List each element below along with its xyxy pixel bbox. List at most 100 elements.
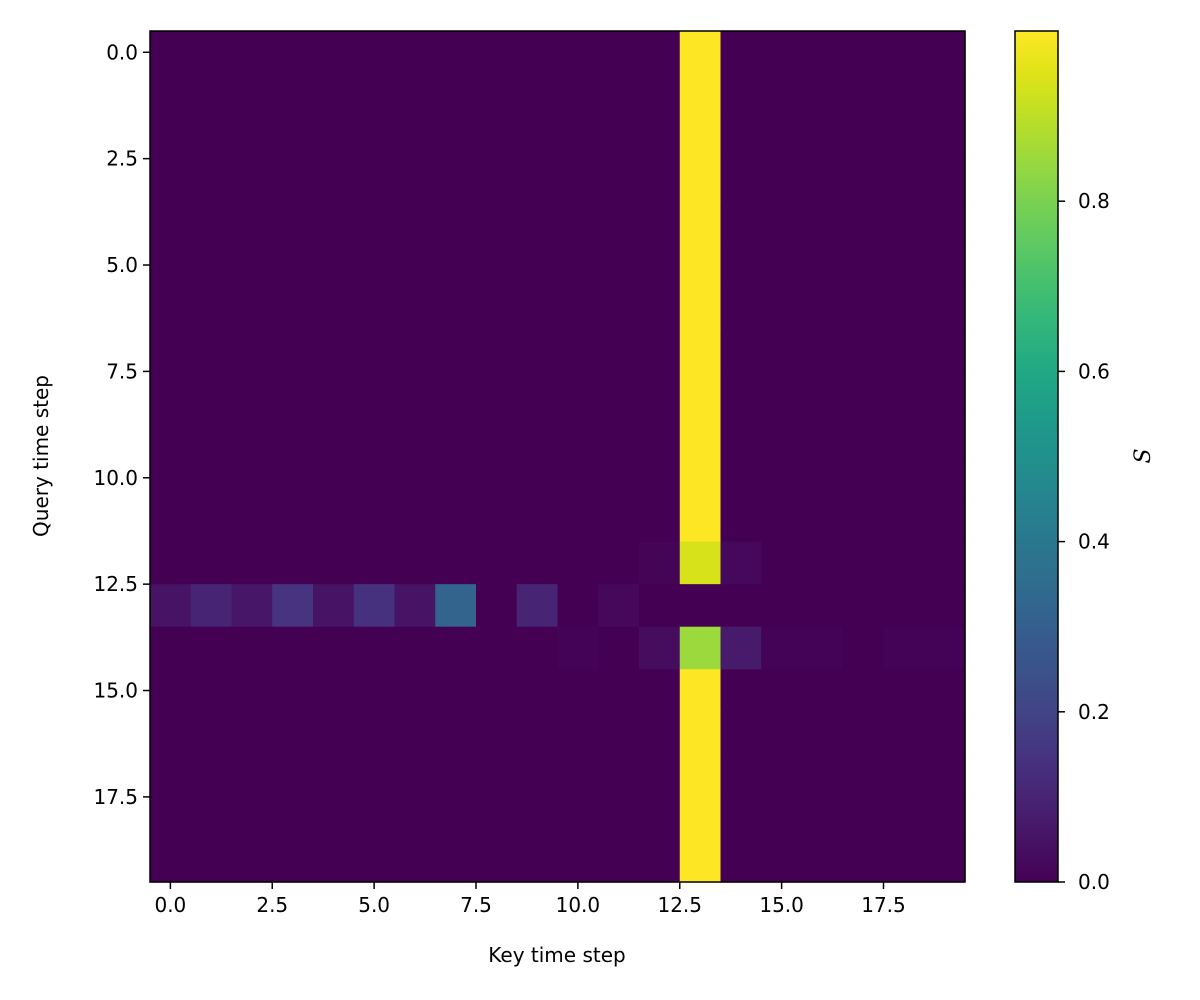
heatmap-cell: [150, 456, 192, 500]
heatmap-cell: [272, 839, 314, 883]
heatmap-cell: [476, 201, 518, 245]
heatmap-cell: [802, 243, 844, 287]
heatmap-cell: [842, 626, 885, 670]
heatmap-cell: [883, 371, 925, 415]
heatmap-cell: [231, 456, 273, 500]
heatmap-cell: [435, 669, 477, 713]
heatmap-cell: [313, 371, 355, 415]
heatmap-cell: [394, 413, 436, 458]
heatmap-cell: [639, 73, 681, 117]
heatmap-cell: [557, 541, 599, 585]
heatmap-cell: [394, 158, 436, 202]
heatmap-cell: [598, 116, 640, 160]
heatmap-cell: [679, 626, 722, 670]
heatmap-cell: [231, 796, 273, 841]
heatmap-cell: [516, 73, 559, 117]
heatmap-cell: [598, 796, 640, 841]
heatmap-cell: [924, 413, 966, 458]
heatmap-cell: [150, 371, 192, 415]
heatmap-cell: [924, 541, 966, 585]
x-tick-label: 17.5: [861, 893, 906, 917]
heatmap-cell: [924, 499, 966, 543]
heatmap-cell: [313, 116, 355, 160]
heatmap-cell: [190, 371, 233, 415]
heatmap-cell: [842, 796, 885, 841]
heatmap-cell: [272, 73, 314, 117]
heatmap-cell: [557, 371, 599, 415]
heatmap-cell: [557, 73, 599, 117]
heatmap-cell: [516, 499, 559, 543]
y-tick-label: 0.0: [106, 40, 138, 64]
heatmap-cell: [516, 158, 559, 202]
heatmap-cell: [842, 711, 885, 755]
heatmap-cell: [598, 456, 640, 500]
heatmap-cell: [679, 584, 722, 628]
heatmap-cell: [720, 541, 762, 585]
heatmap-cell: [598, 31, 640, 75]
heatmap-cell: [516, 371, 559, 415]
heatmap-cell: [720, 499, 762, 543]
heatmap-cell: [720, 456, 762, 500]
heatmap-cell: [679, 669, 722, 713]
heatmap-cell: [639, 456, 681, 500]
heatmap-cell: [720, 243, 762, 287]
x-axis-label: Key time step: [488, 943, 625, 967]
heatmap-cell: [720, 116, 762, 160]
heatmap-cell: [435, 243, 477, 287]
heatmap-cell: [924, 839, 966, 883]
heatmap-cell: [639, 31, 681, 75]
heatmap-cell: [883, 158, 925, 202]
heatmap-cell: [476, 413, 518, 458]
heatmap-cell: [272, 413, 314, 458]
colorbar-tick-label: 0.6: [1078, 359, 1110, 383]
x-tick-label: 10.0: [556, 893, 601, 917]
heatmap-cell: [720, 73, 762, 117]
heatmap-cell: [231, 839, 273, 883]
heatmap-cell: [394, 116, 436, 160]
heatmap-cell: [761, 31, 803, 75]
heatmap-cell: [842, 754, 885, 798]
heatmap-cell: [761, 243, 803, 287]
heatmap-cell: [272, 371, 314, 415]
heatmap-cell: [557, 31, 599, 75]
heatmap-cell: [842, 584, 885, 628]
heatmap-cell: [842, 413, 885, 458]
heatmap-cell: [231, 711, 273, 755]
heatmap-cell: [190, 796, 233, 841]
plot-frame: [149, 30, 966, 883]
heatmap-cell: [394, 286, 436, 330]
heatmap-cell: [802, 584, 844, 628]
heatmap-cell: [679, 116, 722, 160]
heatmap-cell: [842, 286, 885, 330]
heatmap-cell: [313, 584, 355, 628]
heatmap-cell: [313, 839, 355, 883]
heatmap-cell: [883, 31, 925, 75]
heatmap-cell: [476, 371, 518, 415]
heatmap-cell: [761, 456, 803, 500]
heatmap-cell: [842, 158, 885, 202]
y-axis-label: Query time step: [29, 375, 53, 537]
heatmap-cell: [190, 626, 233, 670]
heatmap-cell: [231, 201, 273, 245]
heatmap-cell: [394, 711, 436, 755]
heatmap-cell: [516, 328, 559, 372]
heatmap-cell: [435, 499, 477, 543]
heatmap-cell: [272, 626, 314, 670]
heatmap-cell: [231, 541, 273, 585]
heatmap-cell: [639, 839, 681, 883]
y-tick-label: 5.0: [106, 253, 138, 277]
heatmap-cell: [516, 584, 559, 628]
heatmap-cell: [598, 73, 640, 117]
heatmap-cell: [761, 158, 803, 202]
heatmap-cell: [313, 499, 355, 543]
heatmap-cell: [353, 73, 396, 117]
heatmap-cell: [476, 796, 518, 841]
heatmap-cell: [761, 839, 803, 883]
heatmap-cell: [557, 158, 599, 202]
colorbar: [1015, 31, 1058, 882]
heatmap-cell: [435, 371, 477, 415]
heatmap-cell: [924, 158, 966, 202]
heatmap-cell: [639, 286, 681, 330]
heatmap-cell: [353, 584, 396, 628]
heatmap-cell: [802, 626, 844, 670]
